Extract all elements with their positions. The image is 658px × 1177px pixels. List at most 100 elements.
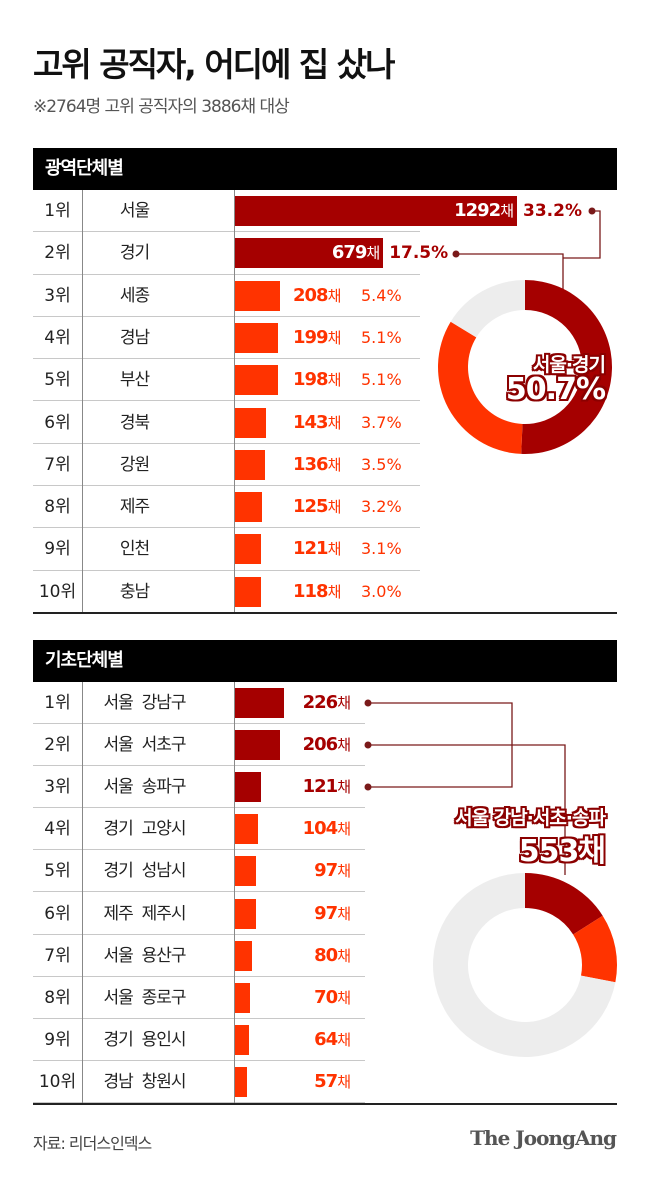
value-label: 70채 <box>314 986 351 1008</box>
district-label: 강남구 <box>141 693 187 713</box>
value-label: 198채 <box>293 369 341 391</box>
rank-label: 4위 <box>44 819 71 840</box>
percent-label: 3.0% <box>361 581 402 601</box>
category-label: 경남 <box>119 327 150 348</box>
district-label: 서초구 <box>141 735 187 756</box>
value-label: 64채 <box>314 1028 351 1050</box>
table-row: 7위 강원 <box>33 444 420 487</box>
table-row: 4위 경기 고양시 <box>33 808 365 851</box>
bar <box>235 449 265 480</box>
bar <box>235 492 263 523</box>
table-row: 6위 경북 <box>33 402 420 444</box>
value-label: 143채 <box>293 411 341 433</box>
value-label: 118채 <box>293 580 341 602</box>
district-label: 성남시 <box>141 861 187 882</box>
connector-dot <box>452 250 460 258</box>
table-row: 5위 부산 <box>33 359 420 402</box>
value-label: 80채 <box>314 944 351 966</box>
region-label: 경기 <box>103 861 133 882</box>
category-label: 세종 <box>119 285 150 306</box>
district-label: 고양시 <box>141 819 187 840</box>
donut-segment <box>433 873 616 1057</box>
column-divider <box>234 190 235 613</box>
rank-label: 2위 <box>44 243 71 264</box>
bar <box>235 898 257 929</box>
rank-label: 1위 <box>44 201 71 221</box>
rank-label: 3위 <box>44 285 71 306</box>
divider <box>33 1103 617 1105</box>
percent-label: 3.1% <box>361 539 402 559</box>
percent-label: 33.2% <box>523 201 582 221</box>
table-row: 9위 인천 <box>33 528 420 571</box>
percent-label: 5.1% <box>361 370 402 390</box>
category-label: 서울 강남구 <box>82 682 207 724</box>
bar <box>235 982 251 1013</box>
connector-dot <box>588 207 596 215</box>
category-label: 인천 <box>119 539 150 560</box>
table-row: 1위 서울 강남구 <box>33 682 365 725</box>
bar <box>235 365 279 396</box>
region-label: 경기 <box>103 819 133 840</box>
category-label: 서울 용산구 <box>82 935 207 977</box>
category-label: 강원 <box>119 454 150 475</box>
bar <box>235 1024 249 1055</box>
district-label: 용인시 <box>141 1029 187 1050</box>
section-header-metro: 광역단체별 <box>33 148 617 190</box>
rank-label: 2위 <box>44 735 71 756</box>
bar <box>235 814 258 845</box>
table-row: 2위 서울 서초구 <box>33 724 365 767</box>
district-label: 용산구 <box>141 945 187 966</box>
district-label: 종로구 <box>141 987 187 1008</box>
value-label: 199채 <box>293 326 341 348</box>
value-label: 136채 <box>293 453 341 475</box>
source-note: 자료: 리더스인덱스 <box>33 1134 152 1153</box>
percent-label: 3.5% <box>361 454 402 474</box>
bar <box>235 407 267 438</box>
donut-segment <box>525 873 603 935</box>
category-label: 서울 서초구 <box>82 724 207 766</box>
rank-label: 9위 <box>44 1029 71 1050</box>
rank-label: 7위 <box>44 454 71 475</box>
percent-label: 3.2% <box>361 497 402 517</box>
table-row: 1위 서울 <box>33 190 420 233</box>
region-label: 서울 <box>103 777 133 798</box>
region-label: 경기 <box>103 1029 133 1050</box>
section-header-local: 기초단체별 <box>33 640 617 682</box>
category-label: 경기 용인시 <box>82 1019 207 1061</box>
table-row: 5위 경기 성남시 <box>33 850 365 893</box>
bar <box>235 576 261 607</box>
value-label: 208채 <box>293 284 341 306</box>
bar <box>235 688 285 718</box>
bar <box>235 280 281 311</box>
column-divider <box>82 190 83 613</box>
bar <box>235 238 384 269</box>
category-label: 제주 <box>119 497 150 518</box>
category-label: 제주 제주시 <box>82 893 207 935</box>
rank-label: 8위 <box>44 987 71 1008</box>
region-label: 서울 <box>103 693 133 713</box>
donut-segment <box>450 280 525 338</box>
connector-dot <box>364 741 372 749</box>
rank-label: 7위 <box>44 945 71 966</box>
bar <box>235 730 280 761</box>
value-label: 125채 <box>293 496 341 518</box>
table-row: 3위 세종 <box>33 275 420 317</box>
donut-segment <box>573 915 617 983</box>
rank-label: 5위 <box>44 370 71 391</box>
table-row: 8위 서울 종로구 <box>33 977 365 1019</box>
value-label: 97채 <box>314 902 351 924</box>
rank-label: 4위 <box>44 327 71 348</box>
table-row: 6위 제주 제주시 <box>33 893 365 935</box>
bar <box>235 322 279 353</box>
rank-label: 10위 <box>38 1071 77 1092</box>
table-row: 2위 경기 <box>33 232 420 275</box>
table-row: 9위 경기 용인시 <box>33 1019 365 1061</box>
table-row: 8위 제주 <box>33 486 420 529</box>
category-label: 경기 성남시 <box>82 850 207 892</box>
connector-line <box>456 253 564 290</box>
category-label: 충남 <box>119 581 150 602</box>
category-label: 부산 <box>119 370 150 391</box>
value-label: 206채 <box>302 734 351 756</box>
